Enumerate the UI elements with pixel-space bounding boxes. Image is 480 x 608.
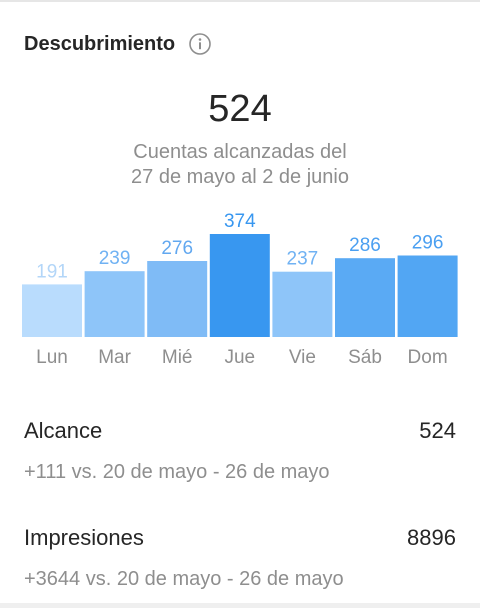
bar-value-label: 374 [224,211,256,232]
bar-value-label: 296 [412,233,444,254]
metric-row-alcance[interactable]: Alcance 524 [24,418,456,444]
bar-value-label: 191 [36,261,68,282]
section-header: Descubrimiento [24,28,211,60]
x-tick-label: Mar [98,347,131,368]
accounts-reached-total: 524 [208,88,272,130]
metric-label: Impresiones [24,525,144,550]
bar-value-label: 239 [99,248,131,269]
metric-comparison: +111 vs. 20 de mayo - 26 de mayo [24,461,330,483]
x-tick-label: Lun [36,347,68,368]
metric-label: Alcance [24,418,103,443]
section-title: Descubrimiento [24,32,176,55]
info-icon[interactable] [189,33,211,55]
bar-value-label: 286 [349,235,381,256]
metric-value: 524 [419,418,456,443]
bar-Lun[interactable] [22,284,82,337]
x-tick-label: Dom [408,347,448,368]
x-tick-label: Mié [162,347,193,368]
x-tick-label: Jue [224,347,255,368]
subtitle-line-2: 27 de mayo al 2 de junio [131,166,349,188]
x-tick-label: Vie [289,347,316,368]
bar-value-label: 237 [287,249,319,270]
bar-Sáb[interactable] [335,258,395,337]
subtitle-line-1: Cuentas alcanzadas del [133,141,347,163]
bar-Jue[interactable] [209,234,270,337]
metric-row-impresiones[interactable]: Impresiones 8896 [24,525,456,551]
bar-Mar[interactable] [84,271,145,337]
x-tick-label: Sáb [348,347,382,368]
bar-Vie[interactable] [272,271,333,337]
daily-reach-chart: 191 Lun 239 Mar 276 Mié 374 Jue 237 Vie 286 Sáb 296 D… [0,200,480,380]
bar-Mié[interactable] [147,261,208,337]
date-range-subtitle: Cuentas alcanzadas del 27 de mayo al 2 d… [0,140,480,190]
chart-canvas: 191 Lun 239 Mar 276 Mié 374 Jue 237 Vie 286 Sáb 296 D… [22,211,458,368]
bar-Dom[interactable] [397,255,458,338]
bar-value-label: 276 [161,238,193,259]
bottom-divider [0,603,480,608]
top-divider [0,0,480,2]
metric-value: 8896 [407,525,456,550]
metric-comparison: +3644 vs. 20 de mayo - 26 de mayo [24,568,344,590]
